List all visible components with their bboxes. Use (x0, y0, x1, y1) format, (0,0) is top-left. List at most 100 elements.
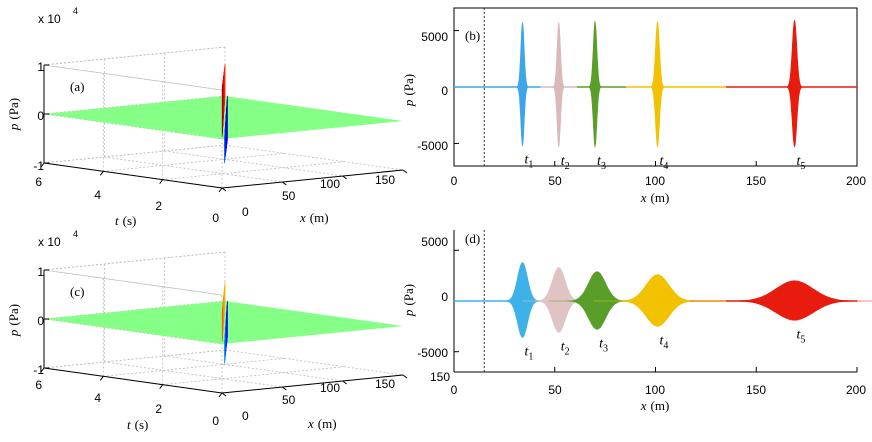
panel-a-x-tick-150: 150 (375, 173, 395, 187)
panel-b-x-tick-200: 200 (846, 174, 866, 188)
wave-packet-t3 (548, 271, 646, 330)
t-tick-mark (218, 187, 223, 193)
panel-c-zlabel-unit: (Pa) (6, 304, 21, 326)
panel-d-x-tick-50: 50 (548, 383, 562, 397)
wave-packet-t5 (689, 280, 872, 321)
grid-rim (43, 251, 226, 296)
time-label-symbol: t (525, 153, 530, 168)
panel-a-axes (40, 64, 408, 193)
x-axis (221, 169, 404, 189)
panel-a-x-tick-100: 100 (320, 177, 340, 191)
time-label-t5: t5 (797, 327, 806, 345)
x-tick-mark (342, 175, 347, 180)
panel-c-tlabel-unit: (s) (135, 417, 149, 432)
panel-b-xlabel: x (m) (640, 190, 670, 205)
panel-c-x-tick-100: 100 (320, 381, 340, 395)
panel-a-zlabel: p (Pa) (6, 98, 21, 131)
panel-a-z-tick-1: 1 (37, 60, 44, 74)
panel-a-tlabel-unit: (s) (123, 213, 137, 228)
panel-a-surface-plane (44, 64, 403, 164)
time-label-t5: t5 (797, 154, 806, 172)
panel-a-xlabel-sym: x (299, 210, 306, 225)
panel-c-x-tick-50: 50 (282, 393, 296, 407)
panel-c-t-tick-6: 6 (35, 378, 42, 392)
panel-a-zlabel-sym: p (6, 123, 21, 131)
time-label-t4: t4 (660, 333, 669, 351)
time-label-subscript: 2 (565, 346, 570, 357)
time-label-subscript: 2 (565, 161, 570, 172)
panel-c-xlabel-unit: (m) (318, 416, 337, 431)
time-label-t1: t1 (525, 345, 534, 363)
svg-text:p(Pa): p (Pa) (401, 284, 416, 317)
panel-d-x-tick-150: 150 (746, 383, 766, 397)
grid-line (104, 361, 283, 388)
time-label-subscript: 1 (528, 352, 533, 363)
panel-a-z-tick-m1: -1 (33, 159, 44, 173)
panel-c-t-tick-4: 4 (94, 391, 101, 405)
panel-c-tlabel: t (s) (127, 417, 148, 432)
panel-d-ylabel-sym: p (401, 309, 416, 317)
panel-c-t-tick-0: 0 (212, 414, 219, 428)
grid-line (162, 161, 344, 181)
wave-packet-t5 (781, 19, 808, 148)
time-label-subscript: 3 (603, 343, 608, 354)
svg-text:p(Pa): p (Pa) (6, 304, 21, 337)
time-label-subscript: 5 (800, 334, 805, 345)
grid-line (43, 349, 226, 369)
wave-packet-t2 (549, 21, 569, 148)
grid-line (43, 144, 226, 164)
time-label-t4: t4 (660, 154, 669, 172)
time-label-symbol: t (599, 336, 604, 351)
grid-line (104, 156, 283, 183)
panel-a-z-tick-0: 0 (37, 109, 44, 123)
panel-b-x-tick-50: 50 (548, 174, 562, 188)
panel-d-xlabel-unit: (m) (651, 398, 670, 413)
panel-b-xlabel-sym: x (640, 190, 647, 205)
panel-d-lineplot: (d) 5000 0 -5000 150 p(Pa) 0 50 100 150 … (401, 230, 872, 413)
panel-c-exponent-base: x 10 (38, 235, 61, 249)
panel-d-xlabel: x (m) (640, 398, 670, 413)
panel-a-x-tick-50: 50 (282, 189, 296, 203)
panel-a-t-tick-0: 0 (212, 211, 219, 225)
time-label-symbol: t (797, 327, 802, 342)
grid-rim (43, 46, 226, 91)
wave-packet-t1 (512, 21, 533, 147)
t-tick-mark (40, 367, 45, 373)
time-label-symbol: t (561, 339, 566, 354)
wave-packet-t4 (646, 20, 669, 148)
panel-d-xlabel-sym: x (640, 398, 647, 413)
grid-line (164, 150, 343, 177)
panel-c-tlabel-sym: t (127, 417, 131, 432)
panel-d-label: (d) (465, 231, 480, 246)
grid-line (43, 46, 226, 66)
grid-line (224, 144, 404, 171)
panel-a-surface: x 10 4 (a) 1 0 -1 p (Pa) 6 4 2 0 t (s) 0 5… (6, 6, 408, 228)
time-label-subscript: 4 (663, 340, 668, 351)
panel-a-exponent-power: 4 (73, 6, 78, 16)
panel-c-axes (40, 269, 408, 398)
panel-b-plot-area (453, 8, 858, 166)
panel-d-y-tick-0: 0 (441, 290, 448, 304)
panel-a-zlabel-unit: (Pa) (6, 98, 21, 120)
panel-d-y-tick-5000: 5000 (421, 235, 448, 249)
x-tick-mark (402, 169, 408, 174)
time-label-symbol: t (660, 154, 665, 169)
panel-d-y-tick-m5000: -5000 (417, 346, 448, 360)
time-label-symbol: t (597, 154, 602, 169)
panel-d-x-tick-100: 100 (645, 383, 665, 397)
x-tick-mark (342, 380, 347, 385)
wave-packet-t2 (522, 267, 595, 333)
wave-packet-t1 (494, 262, 551, 338)
svg-text:p(Pa): p (Pa) (6, 98, 21, 131)
panel-c-x-tick-0: 0 (242, 409, 249, 423)
t-axis (43, 162, 223, 189)
panel-c-zlabel: p (Pa) (6, 304, 21, 337)
time-label-subscript: 1 (528, 160, 533, 171)
grid-line (103, 357, 285, 377)
panel-a-label: (a) (70, 79, 84, 94)
time-label-symbol: t (525, 345, 530, 360)
panel-d-overlap-tick: 150 (430, 370, 450, 384)
panel-c-t-tick-2: 2 (155, 402, 162, 416)
t-tick-mark (40, 162, 45, 168)
